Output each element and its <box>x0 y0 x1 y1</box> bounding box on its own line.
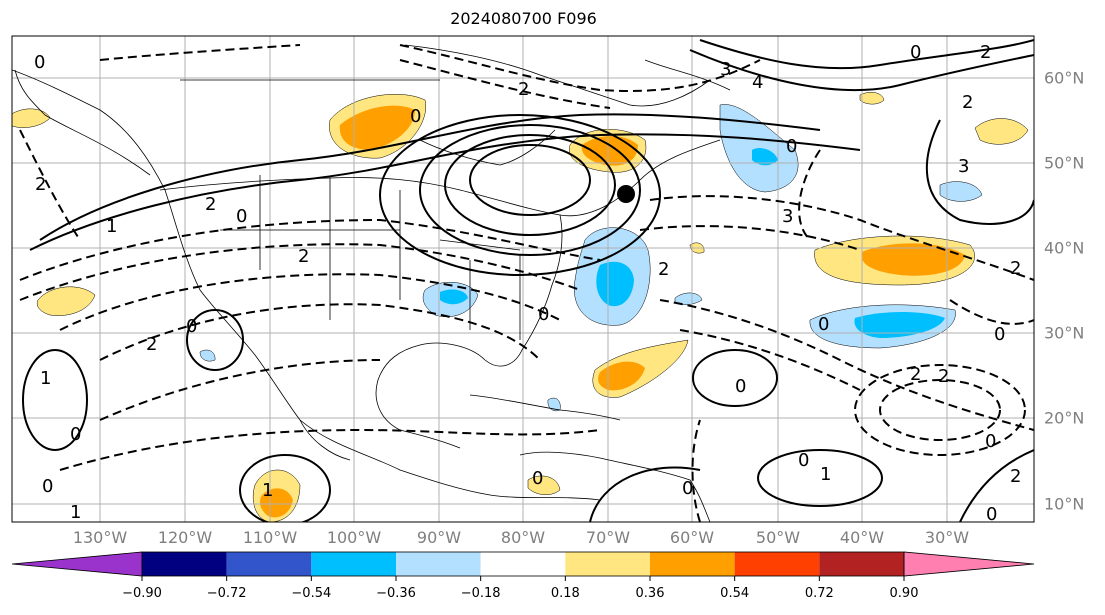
contour-label: 0 <box>34 52 45 73</box>
map-frame <box>11 35 1035 523</box>
longitude-label: 80°W <box>500 528 546 547</box>
map-title: 2024080700 F096 <box>450 9 597 28</box>
contour-label: 0 <box>236 206 247 227</box>
contour-label: 2 <box>980 42 991 63</box>
latitude-label: 60°N <box>1044 68 1085 88</box>
colorbar-extend-high <box>903 551 1035 577</box>
lat-lon-gridlines <box>12 36 1034 522</box>
contour-label: 2 <box>1010 258 1021 279</box>
contour-label: 0 <box>538 304 549 325</box>
contour-lines <box>22 39 1034 522</box>
contour-label: 0 <box>735 376 746 397</box>
contour-label: 1 <box>262 480 273 501</box>
storm-position-marker <box>617 185 635 203</box>
contour-label: 3 <box>782 206 793 227</box>
contour-label: 2 <box>1010 466 1021 487</box>
contour-label: 2 <box>35 174 46 195</box>
contour-lines-dashed <box>19 44 1034 522</box>
contour-label: 1 <box>40 368 51 389</box>
colorbar-segment <box>565 552 650 576</box>
colorbar-tick-label: −0.36 <box>376 586 416 601</box>
contour-label: 0 <box>410 106 421 127</box>
colorbar-segment <box>142 552 227 576</box>
colorbar-tick-label: 0.18 <box>550 586 580 601</box>
colorbar-segment <box>734 552 820 576</box>
latitude-label: 40°N <box>1044 238 1085 258</box>
contour-label-group: 0 2 0 3 4 0 2 2 3 0 3 2 0 2 1 2 0 2 0 0 … <box>34 42 1021 525</box>
colorbar-tick-label: 0.36 <box>635 586 665 601</box>
colorbar-tick-label: 0.90 <box>889 586 919 601</box>
contour-label: 2 <box>518 79 529 100</box>
longitude-label: 60°W <box>669 528 715 547</box>
longitude-label: 130°W <box>72 528 128 547</box>
contour-label: 2 <box>938 366 949 387</box>
colorbar <box>11 551 1035 581</box>
contour-label: 2 <box>146 334 157 355</box>
contour-label: 3 <box>958 156 969 177</box>
colorbar-segment <box>650 552 735 576</box>
contour-label: 0 <box>985 431 996 452</box>
contour-label: 0 <box>798 450 809 471</box>
longitude-label: 110°W <box>242 528 298 547</box>
contour-label: 0 <box>786 136 797 157</box>
longitude-label: 50°W <box>755 528 801 547</box>
longitude-label: 70°W <box>585 528 631 547</box>
contour-label: 0 <box>532 468 543 489</box>
contour-label: 2 <box>962 92 973 113</box>
longitude-label: 30°W <box>924 528 970 547</box>
contour-label: 2 <box>205 194 216 215</box>
colorbar-segment <box>311 552 396 576</box>
colorbar-tick-label: 0.54 <box>720 586 750 601</box>
colorbar-tick-label: −0.54 <box>291 586 332 601</box>
contour-label: 1 <box>820 464 831 485</box>
contour-label: 0 <box>42 476 53 497</box>
colorbar-segment <box>226 552 312 576</box>
latitude-label: 10°N <box>1044 494 1085 514</box>
colorbar-segment <box>819 552 904 576</box>
contour-label: 0 <box>986 504 997 525</box>
coastlines <box>12 44 731 522</box>
colorbar-extend-low <box>11 551 143 577</box>
contour-label: 0 <box>186 316 197 337</box>
contour-label: 3 <box>720 59 731 80</box>
contour-label: 0 <box>682 478 693 499</box>
latitude-label: 50°N <box>1044 153 1085 173</box>
contour-label: 0 <box>70 424 81 445</box>
longitude-label: 90°W <box>416 528 462 547</box>
contour-label: 2 <box>910 364 921 385</box>
longitude-label: 120°W <box>157 528 213 547</box>
contour-label: 0 <box>818 314 829 335</box>
colorbar-tick-label: −0.72 <box>206 586 247 601</box>
shaded-negative-regions <box>199 104 983 412</box>
colorbar-tick-label: 0.72 <box>804 586 834 601</box>
contour-label: 2 <box>298 246 309 267</box>
colorbar-tick-label: −0.90 <box>122 586 162 601</box>
longitude-label: 40°W <box>839 528 885 547</box>
latitude-label: 30°N <box>1044 323 1085 343</box>
contour-label: 0 <box>910 42 921 63</box>
colorbar-segment <box>396 552 481 576</box>
colorbar-tick-label: −0.18 <box>460 586 501 601</box>
longitude-label: 100°W <box>326 528 382 547</box>
contour-label: 4 <box>752 72 763 93</box>
contour-label: 2 <box>658 259 669 280</box>
colorbar-outline <box>141 551 905 577</box>
colorbar-segment <box>480 552 566 576</box>
contour-label: 1 <box>70 502 81 523</box>
contour-label: 0 <box>994 324 1005 345</box>
latitude-label: 20°N <box>1044 408 1085 428</box>
contour-label: 1 <box>106 216 117 237</box>
